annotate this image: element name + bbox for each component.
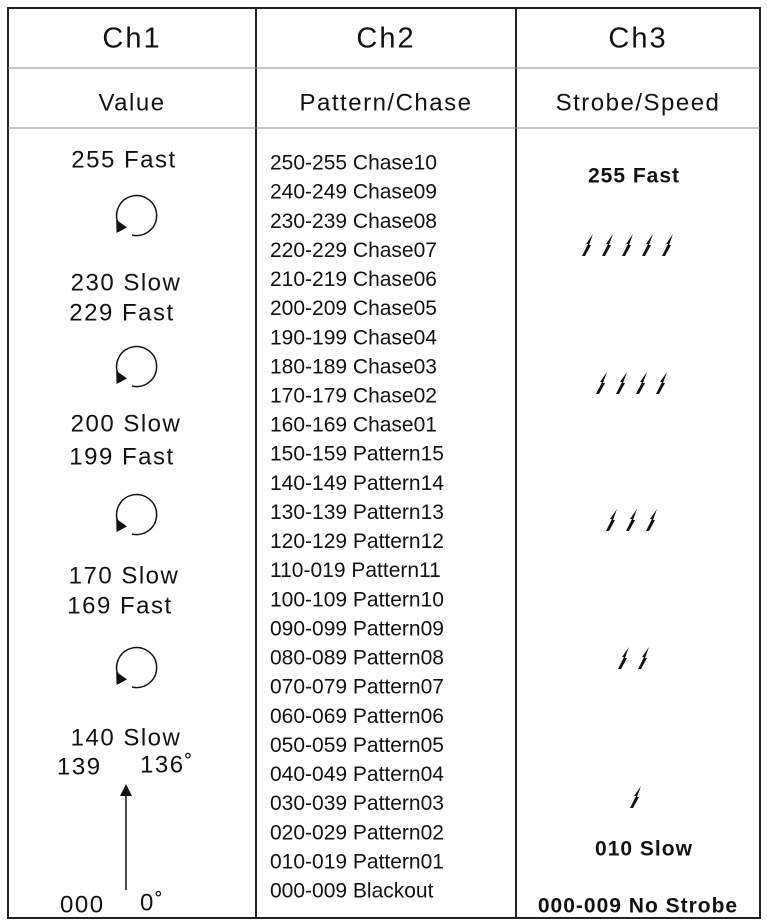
ch3-value: 255 Fast bbox=[588, 165, 680, 188]
ch2-entry: 150-159 Pattern15 bbox=[270, 443, 444, 466]
column-subheader: Strobe/Speed bbox=[556, 89, 721, 116]
column-header: Ch2 bbox=[356, 23, 415, 55]
column-header: Ch3 bbox=[608, 23, 667, 55]
ch1-value: 199 Fast bbox=[69, 443, 174, 470]
ch3-value: 010 Slow bbox=[595, 838, 693, 861]
ch2-entry: 010-019 Pattern01 bbox=[270, 850, 444, 873]
ch1-value: 169 Fast bbox=[67, 592, 172, 619]
ch2-entry: 200-209 Chase05 bbox=[270, 297, 437, 320]
ch1-value: 139 bbox=[57, 753, 102, 780]
ch2-entry: 140-149 Pattern14 bbox=[270, 472, 444, 495]
column-header: Ch1 bbox=[102, 23, 161, 55]
ch1-value: 255 Fast bbox=[71, 146, 176, 173]
ch1-value: 230 Slow bbox=[71, 269, 182, 296]
strobe-icons bbox=[582, 234, 673, 808]
ch2-entry: 030-039 Pattern03 bbox=[270, 792, 444, 815]
ch2-entry: 110-019 Pattern11 bbox=[270, 559, 441, 582]
ch2-entry: 050-059 Pattern05 bbox=[270, 734, 444, 757]
ch3-value: 000-009 No Strobe bbox=[538, 895, 738, 918]
ch2-entry: 160-169 Chase01 bbox=[270, 414, 437, 437]
ch2-entry: 080-089 Pattern08 bbox=[270, 647, 444, 670]
column-subheader: Pattern/Chase bbox=[300, 89, 473, 116]
ch1-value: 200 Slow bbox=[71, 410, 182, 437]
ch2-entry: 040-049 Pattern04 bbox=[270, 763, 444, 786]
ch2-entry: 090-099 Pattern09 bbox=[270, 617, 444, 640]
ch2-entry: 070-079 Pattern07 bbox=[270, 676, 444, 699]
ch2-entry: 210-219 Chase06 bbox=[270, 268, 437, 291]
ch1-value: 0˚ bbox=[140, 889, 164, 916]
ch2-entry: 000-009 Blackout bbox=[270, 880, 434, 903]
ch2-entry: 170-179 Chase02 bbox=[270, 385, 437, 408]
column-subheader: Value bbox=[98, 89, 165, 116]
ch1-value: 170 Slow bbox=[69, 562, 180, 589]
ch2-entry: 220-229 Chase07 bbox=[270, 239, 437, 262]
ch2-entry: 180-189 Chase03 bbox=[270, 355, 437, 378]
ch2-entry: 020-029 Pattern02 bbox=[270, 821, 444, 844]
ch2-entry: 240-249 Chase09 bbox=[270, 181, 437, 204]
table-grid bbox=[7, 7, 761, 919]
ch2-entry: 230-239 Chase08 bbox=[270, 210, 437, 233]
ch2-entry: 250-255 Chase10 bbox=[270, 152, 437, 175]
rotation-arrows bbox=[115, 194, 158, 890]
ch1-value: 000 bbox=[60, 891, 105, 918]
ch1-value: 229 Fast bbox=[69, 299, 174, 326]
ch2-entry: 120-129 Pattern12 bbox=[270, 530, 444, 553]
ch2-entry: 190-199 Chase04 bbox=[270, 326, 437, 349]
ch2-entry: 060-069 Pattern06 bbox=[270, 705, 444, 728]
ch2-entry: 100-109 Pattern10 bbox=[270, 588, 444, 611]
ch2-entry: 130-139 Pattern13 bbox=[270, 501, 444, 524]
ch1-value: 140 Slow bbox=[71, 724, 182, 751]
ch1-value: 136˚ bbox=[140, 751, 194, 778]
